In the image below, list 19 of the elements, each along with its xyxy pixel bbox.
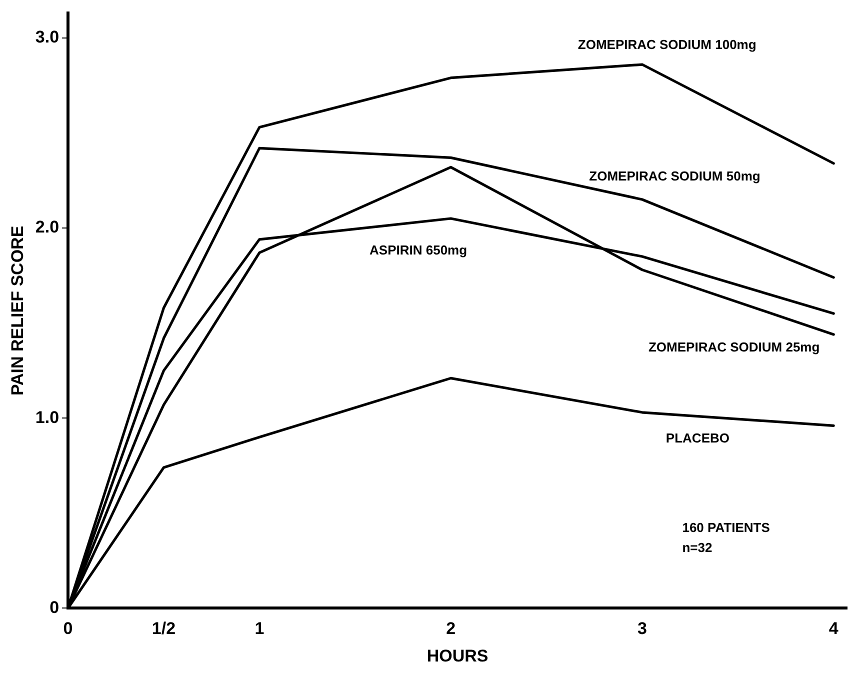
- series-label: ZOMEPIRAC SODIUM 50mg: [589, 168, 760, 184]
- x-tick-label: 1: [254, 619, 264, 638]
- x-tick-label: 2: [446, 619, 456, 638]
- x-tick-label: 3: [637, 619, 647, 638]
- series-label: ZOMEPIRAC SODIUM 25mg: [648, 339, 820, 354]
- x-axis-title: HOURS: [426, 646, 488, 666]
- y-tick-label: 3.0: [35, 28, 60, 47]
- series-label: PLACEBO: [666, 430, 730, 446]
- x-tick-label: 1/2: [152, 619, 176, 638]
- x-tick-label: 4: [828, 619, 839, 638]
- annotation: 160 PATIENTS: [682, 520, 770, 535]
- annotation: n=32: [682, 540, 712, 555]
- y-tick-label: 0: [50, 598, 60, 617]
- y-tick-label: 2.0: [35, 218, 60, 237]
- y-tick-label: 1.0: [35, 408, 60, 427]
- y-axis-title: PAIN RELIEF SCORE: [8, 226, 27, 396]
- x-tick-label: 0: [63, 619, 73, 638]
- series-label: ZOMEPIRAC SODIUM 100mg: [578, 37, 756, 52]
- series-label: ASPIRIN 650mg: [370, 242, 468, 258]
